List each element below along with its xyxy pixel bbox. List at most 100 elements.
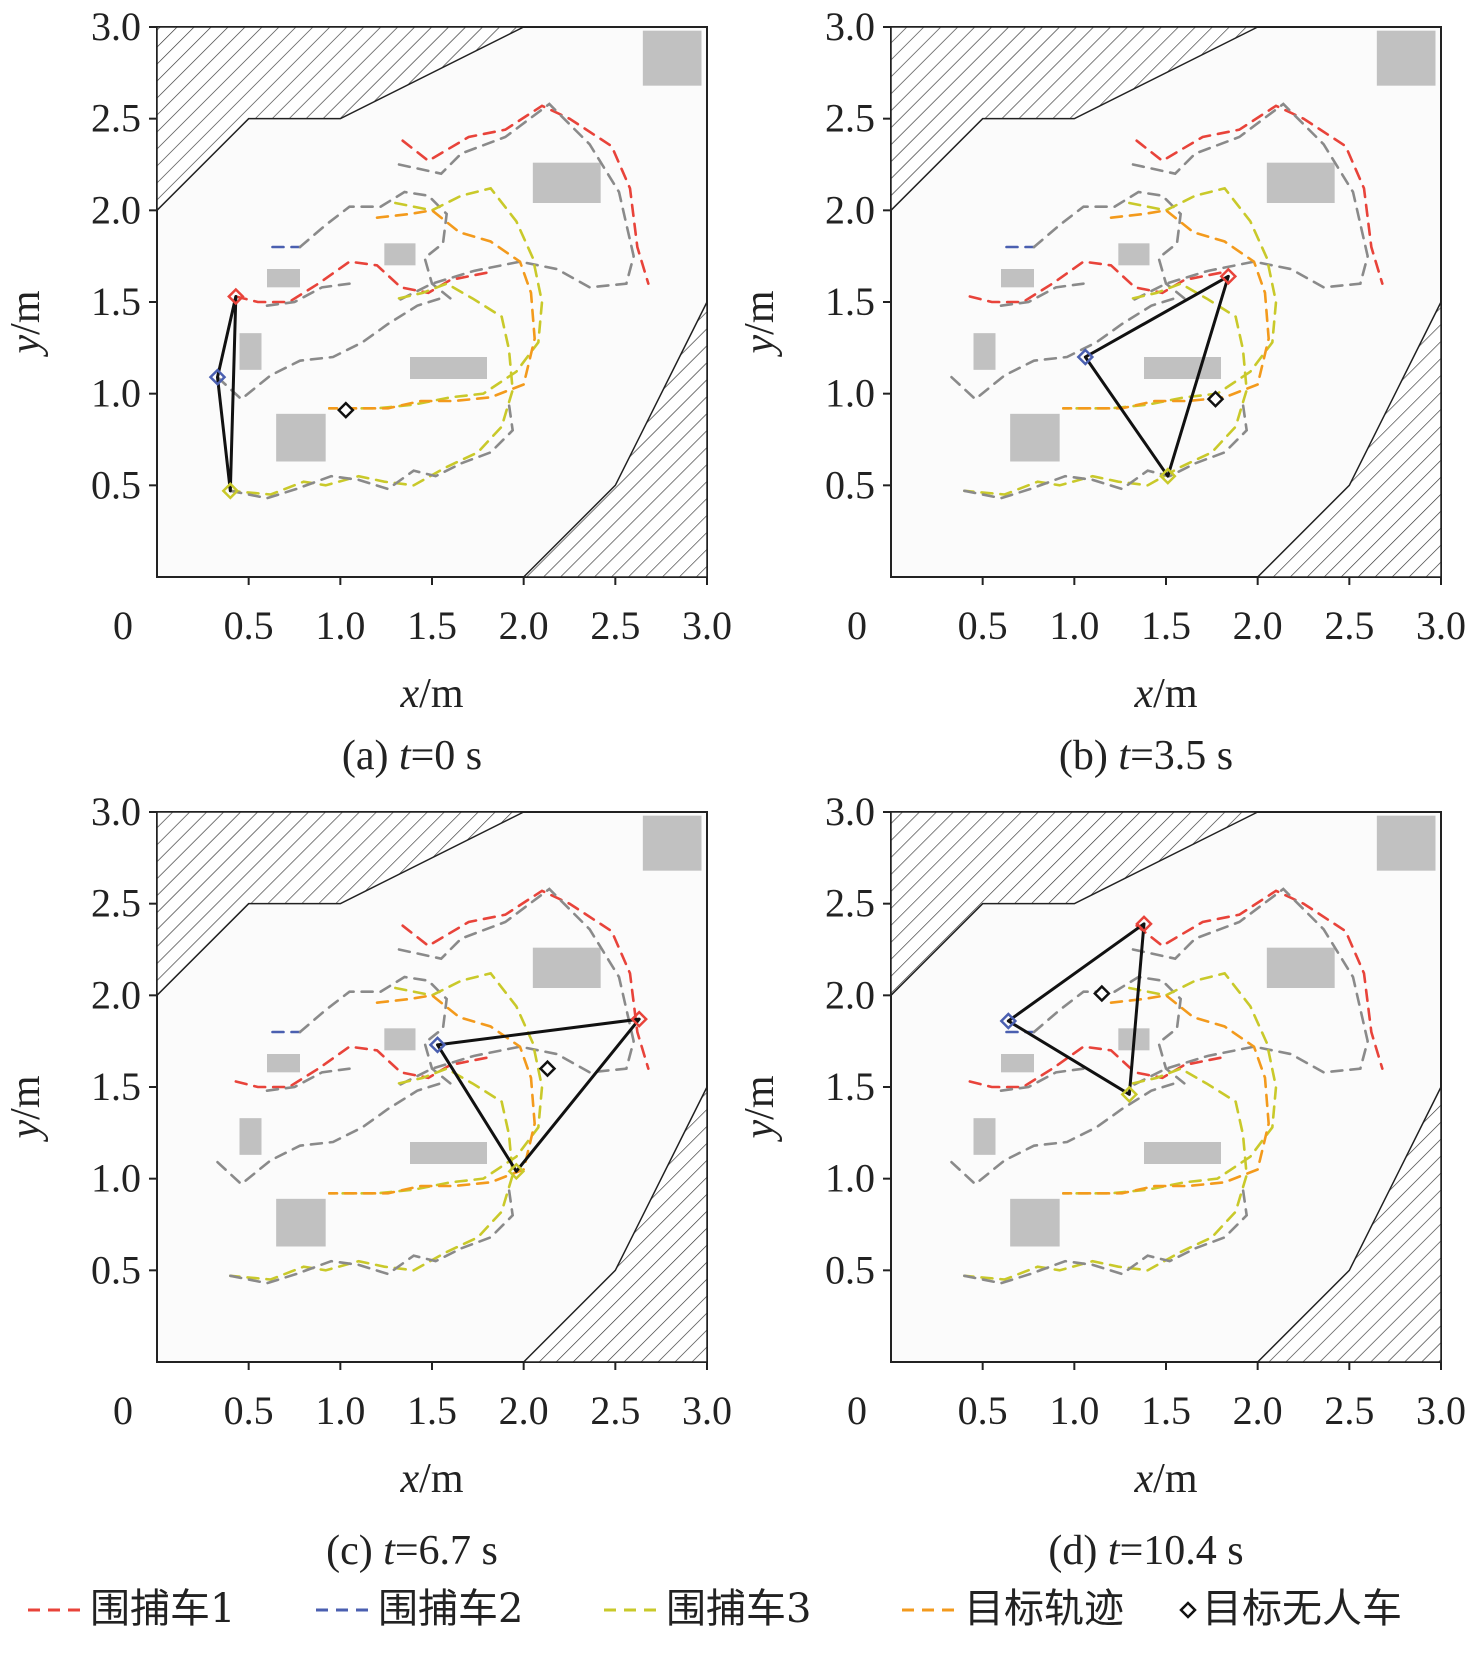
y-tick-label: 3.0	[91, 4, 141, 49]
trajectory-grey_path-6	[999, 1067, 1085, 1092]
x-tick-label: 1.5	[1141, 603, 1191, 648]
y-tick-label: 1.5	[91, 279, 141, 324]
x-tick-label: 2.5	[1324, 603, 1374, 648]
y-tick-label: 0.5	[825, 1247, 875, 1292]
obstacle-1	[1376, 30, 1436, 86]
panel-caption: (d) t=10.4 s	[1048, 1528, 1243, 1574]
y-tick-label: 2.5	[91, 96, 141, 141]
obstacle-7	[276, 1198, 326, 1247]
capture-vehicle-3	[507, 1162, 526, 1181]
y-tick-label: 2.0	[91, 972, 141, 1017]
x-axis-label: x/m	[1134, 671, 1198, 717]
x-axis-label: x/m	[1134, 1456, 1198, 1502]
y-tick-label: 1.0	[91, 1156, 141, 1201]
y-tick-label: 1.0	[825, 1156, 875, 1201]
capture-formation	[436, 1017, 641, 1173]
x-tick-label: 0.5	[958, 1388, 1008, 1433]
trajectory-grey_path-8	[950, 1080, 1182, 1186]
y-tick-label: 0.5	[91, 462, 141, 507]
obstacle-2	[532, 947, 601, 988]
legend-item-3: 围捕车3	[604, 1586, 811, 1632]
y-tick-label: 0.5	[825, 462, 875, 507]
legend-label: 围捕车3	[666, 1586, 811, 1632]
x-tick-label: 2.5	[590, 603, 640, 648]
trajectory-grey_path-8	[216, 295, 448, 401]
target-vehicle-marker	[337, 401, 355, 419]
x-tick-label: 0	[113, 1388, 133, 1433]
trajectory-target-9	[1062, 993, 1270, 1195]
x-tick-label: 1.5	[407, 603, 457, 648]
trajectory-grey_path-2	[1128, 887, 1370, 1089]
y-tick-label: 1.5	[825, 279, 875, 324]
obstacle-2	[1266, 162, 1335, 203]
x-tick-label: 0	[113, 603, 133, 648]
legend-label: 围捕车1	[90, 1586, 235, 1632]
panel-caption: (c) t=6.7 s	[326, 1528, 498, 1574]
y-tick-label: 1.5	[91, 1064, 141, 1109]
trajectory-grey_path-6	[265, 1067, 351, 1092]
trajectory-capture1-1	[1135, 889, 1384, 1070]
y-axis-label: y/m	[737, 1075, 783, 1142]
boundary-region-1	[890, 26, 1259, 213]
x-tick-label: 2.5	[1324, 1388, 1374, 1433]
x-tick-label: 2.0	[1233, 1388, 1283, 1433]
obstacle-1	[1376, 815, 1436, 871]
trajectory-capture3-7	[328, 971, 544, 1195]
boundary-region-1	[156, 26, 525, 213]
legend-label: 围捕车2	[378, 1586, 523, 1632]
trajectory-grey_path-5	[1032, 190, 1186, 300]
trajectory-grey_path-11	[963, 1188, 1249, 1285]
obstacle-2	[532, 162, 601, 203]
y-tick-label: 2.0	[825, 972, 875, 1017]
y-tick-label: 2.5	[825, 96, 875, 141]
panel-a: 0.5 1.0 1.5 2.0 2.5 3.0 0 0.5 1.0 1.5 2.0 2.5 3.0 x/m…	[3, 4, 732, 779]
y-tick-label: 1.0	[825, 371, 875, 416]
trajectory-grey_path-6	[265, 282, 351, 307]
x-tick-label: 0.5	[958, 603, 1008, 648]
legend-item-4: 目标轨迹	[902, 1586, 1124, 1632]
capture-vehicle-2	[999, 1012, 1018, 1030]
obstacle-4	[1001, 269, 1034, 288]
x-tick-label: 0.5	[224, 603, 274, 648]
trajectory-grey_path-11	[229, 403, 515, 500]
capture-vehicle-1	[1135, 915, 1153, 933]
panel-caption: (a) t=0 s	[342, 733, 482, 779]
y-axis-label: y/m	[3, 290, 49, 357]
obstacle-3	[384, 243, 416, 266]
trajectory-capture3-7	[1062, 971, 1278, 1195]
capture-vehicle-3	[221, 482, 240, 500]
x-tick-label: 2.0	[499, 1388, 549, 1433]
y-tick-label: 1.0	[91, 371, 141, 416]
trajectory-grey_path-5	[298, 975, 452, 1085]
boundary-region-1	[890, 811, 1259, 998]
y-tick-label: 2.5	[825, 881, 875, 926]
capture-formation	[216, 295, 238, 493]
obstacle-4	[267, 1054, 300, 1073]
obstacle-7	[276, 413, 326, 462]
trajectory-target-9	[328, 208, 536, 410]
x-axis-label: x/m	[400, 1456, 464, 1502]
boundary-region-2	[521, 1086, 708, 1363]
legend-item-5: 目标无人车	[1179, 1586, 1402, 1632]
legend-item-1: 围捕车1	[28, 1586, 235, 1632]
x-tick-label: 1.5	[407, 1388, 457, 1433]
x-tick-label: 3.0	[1416, 1388, 1466, 1433]
obstacle-5	[239, 333, 262, 370]
obstacle-7	[1010, 1198, 1060, 1247]
trajectory-grey_path-6	[999, 282, 1085, 307]
obstacle-1	[642, 815, 702, 871]
legend-item-2: 围捕车2	[316, 1586, 523, 1632]
legend-label: 目标无人车	[1202, 1586, 1402, 1632]
obstacle-3	[1118, 243, 1150, 266]
x-tick-label: 3.0	[682, 1388, 732, 1433]
trajectory-grey_path-8	[216, 1080, 448, 1186]
target-vehicle-marker	[1093, 984, 1111, 1003]
obstacle-1	[642, 30, 702, 86]
capture-vehicle-3	[1120, 1085, 1139, 1104]
target-vehicle-marker	[538, 1059, 557, 1078]
panel-d: 0.5 1.0 1.5 2.0 2.5 3.0 0 0.5 1.0 1.5 2.0 2.5 3.0 x/m…	[737, 789, 1466, 1574]
y-tick-label: 1.5	[825, 1064, 875, 1109]
capture-formation	[1083, 274, 1230, 478]
obstacle-6	[410, 357, 487, 379]
